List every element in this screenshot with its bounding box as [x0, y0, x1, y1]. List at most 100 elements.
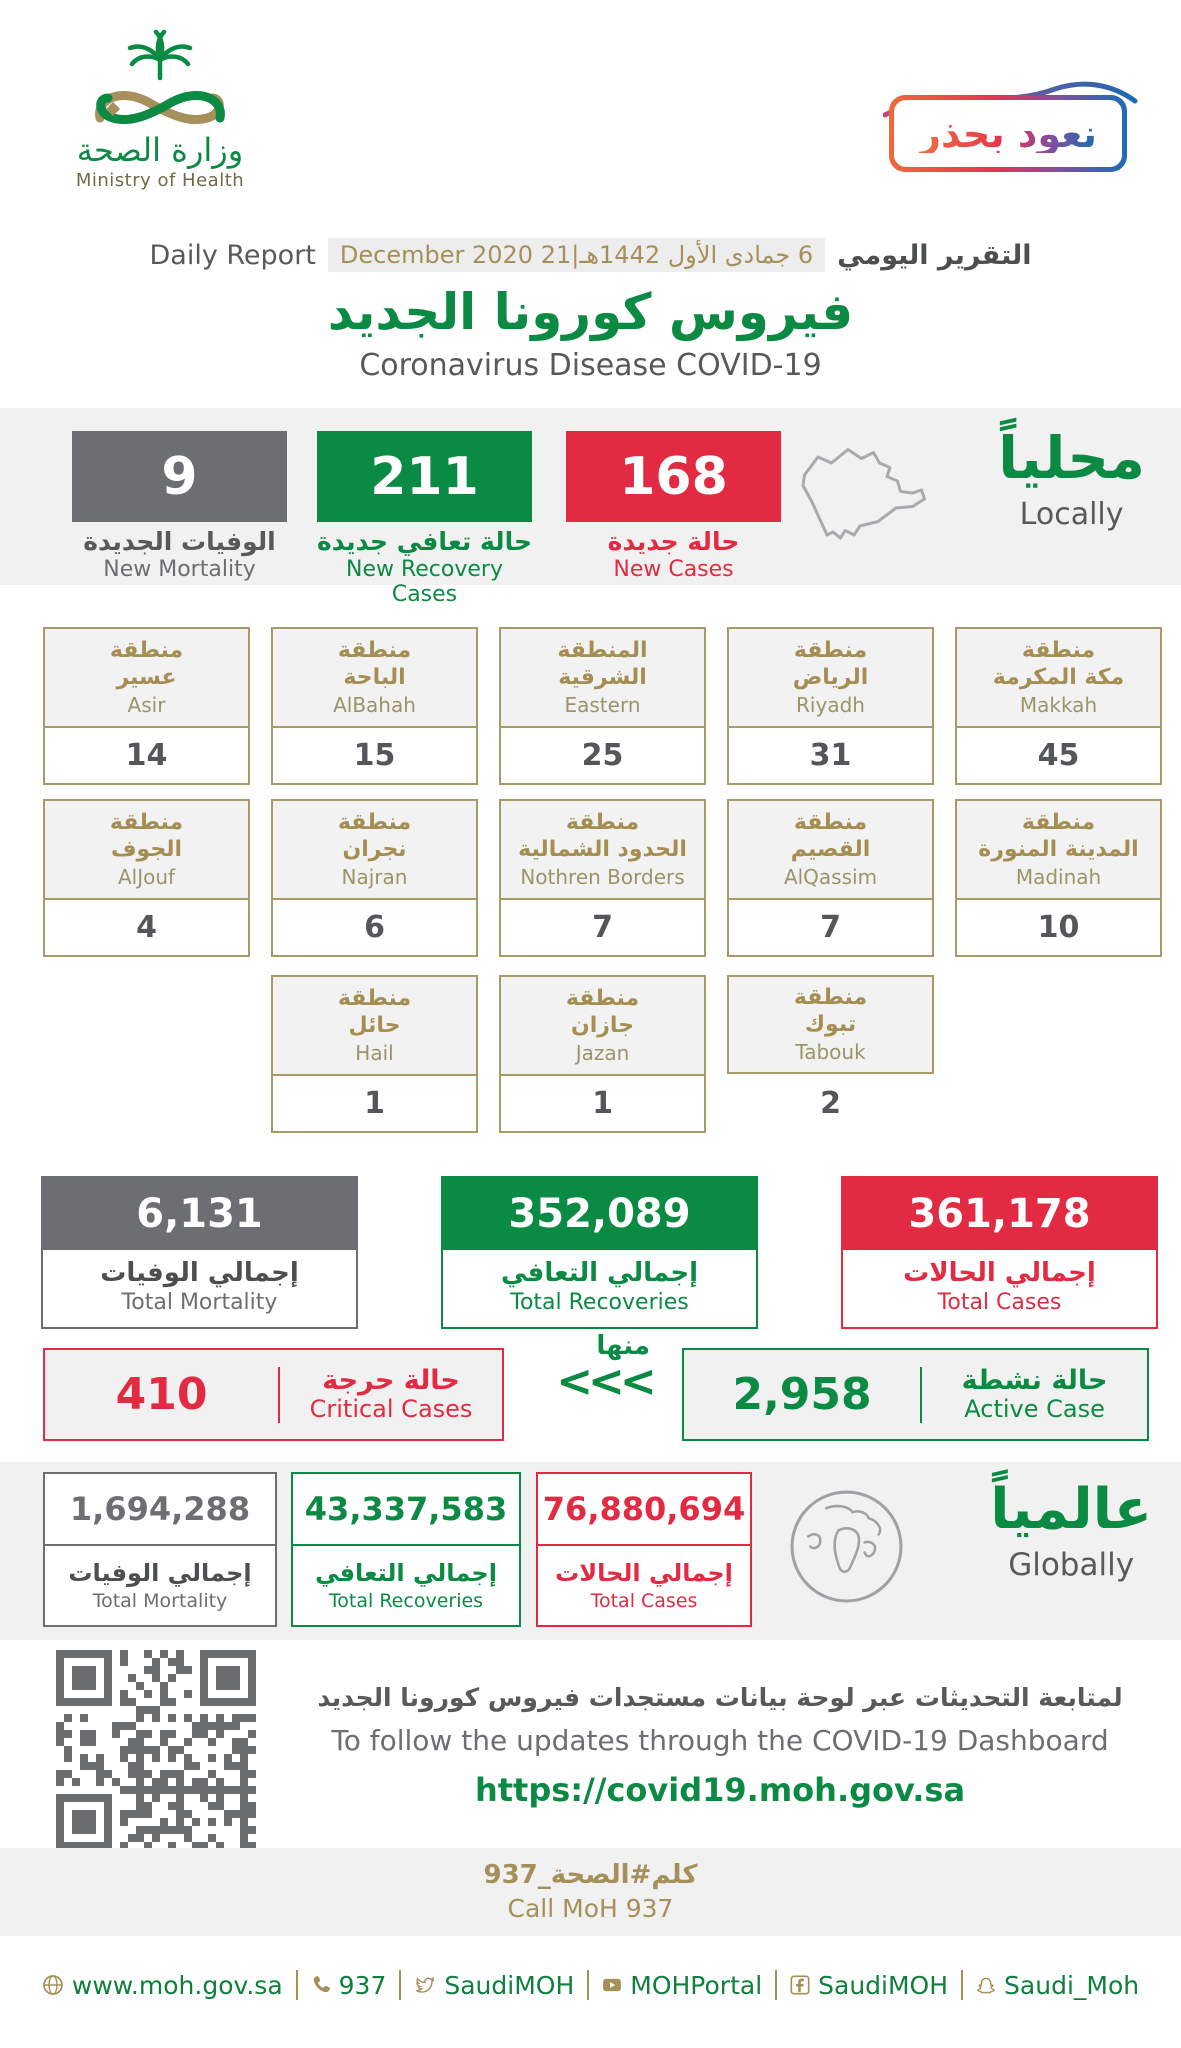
footer-youtube-link[interactable]: MOHPortal: [602, 1971, 762, 2000]
regions-grid: منطقة عسير Asir 14 منطقة الباحة AlBahah …: [43, 627, 1163, 1139]
region-card-asir: منطقة عسير Asir 14: [43, 627, 250, 785]
region-name-en: AlBahah: [333, 692, 416, 717]
active-cases-label-ar: حالة نشطة: [961, 1364, 1108, 1396]
of-which-indicator: منها <<<: [548, 1331, 660, 1403]
region-card-header: منطقة الحدود الشمالية Nothren Borders: [501, 801, 704, 900]
footer-twitter-label: SaudiMOH: [444, 1970, 575, 2000]
region-name-en: Makkah: [1019, 692, 1098, 717]
region-card-aljouf: منطقة الجوف AlJouf 4: [43, 799, 250, 957]
region-name-ar: منطقة تبوك: [793, 985, 868, 1037]
global-mortality-label-en: Total Mortality: [92, 1590, 228, 1612]
region-card-header: المنطقة الشرقية Eastern: [501, 629, 704, 728]
critical-cases-value: 410: [115, 1369, 208, 1420]
active-cases-label-en: Active Case: [964, 1395, 1105, 1424]
twitter-icon: [416, 1976, 435, 1993]
globally-section: 1,694,288 إجمالي الوفيات Total Mortality…: [0, 1462, 1181, 1640]
globally-titles: عالمياً Globally: [990, 1474, 1152, 1583]
new-cases-value: 168: [566, 431, 781, 522]
footer-snapchat-label: Saudi_Moh: [1004, 1970, 1140, 2000]
region-card-makkah: منطقة مكة المكرمة Makkah 45: [955, 627, 1162, 785]
footer-facebook-link[interactable]: SaudiMOH: [790, 1971, 948, 2000]
qr-code: [56, 1650, 256, 1850]
region-name-ar: منطقة حائل: [337, 986, 412, 1038]
region-value: 2: [820, 1086, 841, 1121]
report-title-line: التقرير اليومي 6 جمادى الأول 1442هـ|21 D…: [0, 238, 1181, 272]
new-recovery-label-en: New Recovery Cases: [346, 557, 503, 608]
global-recoveries-value: 43,337,583: [304, 1490, 508, 1528]
total-mortality-box: 6,131 إجمالي الوفيات Total Mortality: [41, 1176, 358, 1329]
region-name-en: Asir: [127, 692, 166, 717]
total-cases-label-en: Total Cases: [937, 1290, 1062, 1315]
total-mortality-label-ar: إجمالي الوفيات: [100, 1258, 299, 1288]
return-with-caution-badge: نعود بحذر: [883, 81, 1138, 172]
footer-website-link[interactable]: www.moh.gov.sa: [42, 1971, 283, 2000]
region-name-en: Eastern: [564, 692, 641, 717]
facebook-icon: [790, 1975, 810, 1995]
global-mortality-labels: إجمالي الوفيات Total Mortality: [45, 1546, 275, 1625]
total-cases-labels: إجمالي الحالات Total Cases: [843, 1250, 1156, 1327]
region-card-header: منطقة نجران Najran: [273, 801, 476, 900]
total-mortality-label-en: Total Mortality: [121, 1290, 278, 1315]
region-card-albahah: منطقة الباحة AlBahah 15: [271, 627, 478, 785]
region-card-header: منطقة الجوف AlJouf: [45, 801, 248, 900]
critical-cases-box: 410 حالة حرجة Critical Cases: [43, 1348, 504, 1441]
region-card-riyadh: منطقة الرياض Riyadh 31: [727, 627, 934, 785]
footer-phone-link[interactable]: 937: [311, 1971, 386, 2000]
footer-website-label: www.moh.gov.sa: [71, 1970, 283, 2000]
new-cases-label-ar: حالة جديدة: [607, 527, 740, 556]
region-card-header: منطقة الباحة AlBahah: [273, 629, 476, 728]
region-name-en: Hail: [355, 1040, 394, 1065]
globe-icon: [43, 1975, 63, 1995]
critical-cases-label-ar: حالة حرجة: [322, 1364, 460, 1396]
badge-label: نعود بحذر: [919, 111, 1097, 156]
global-cases-label-ar: إجمالي الحالات: [555, 1559, 733, 1587]
footer-separator: [775, 1970, 778, 2000]
new-recovery-stat: 211 حالة تعافي جديدة New Recovery Cases: [317, 431, 532, 607]
region-name-en: Tabouk: [795, 1039, 866, 1064]
divider: [293, 1544, 519, 1546]
locally-titles: محلياً Locally: [998, 422, 1145, 532]
region-value: 14: [45, 728, 248, 783]
call-moh-english: Call MoH 937: [507, 1894, 674, 1923]
new-recovery-value: 211: [317, 431, 532, 522]
locally-title-arabic: محلياً: [998, 424, 1145, 492]
region-card-header: منطقة مكة المكرمة Makkah: [957, 629, 1160, 728]
region-card-header: منطقة جازان Jazan: [501, 977, 704, 1076]
region-value: 1: [273, 1076, 476, 1131]
region-card-madinah: منطقة المدينة المنورة Madinah 10: [955, 799, 1162, 957]
region-value: 1: [501, 1076, 704, 1131]
new-mortality-label-en: New Mortality: [103, 557, 256, 583]
new-mortality-stat: 9 الوفيات الجديدة New Mortality: [72, 431, 287, 582]
dashboard-text-arabic: لمتابعة التحديثات عبر لوحة بيانات مستجدا…: [317, 1683, 1123, 1712]
footer-snapchat-link[interactable]: Saudi_Moh: [976, 1971, 1139, 2000]
region-card-hail: منطقة حائل Hail 1: [271, 975, 478, 1133]
total-cases-value: 361,178: [843, 1178, 1156, 1250]
region-name-ar: المنطقة الشرقية: [557, 638, 648, 690]
badge-inner: نعود بحذر: [894, 100, 1122, 167]
footer-twitter-link[interactable]: SaudiMOH: [414, 1971, 574, 2000]
social-links-row: www.moh.gov.sa 937 SaudiMOH: [0, 1936, 1181, 2000]
region-card-najran: منطقة نجران Najran 6: [271, 799, 478, 957]
report-date: 6 جمادى الأول 1442هـ|21 December 2020: [327, 238, 826, 272]
region-value: 25: [501, 728, 704, 783]
footer-separator: [961, 1970, 964, 2000]
total-cases-box: 361,178 إجمالي الحالات Total Cases: [841, 1176, 1158, 1329]
dashboard-url-link[interactable]: https://covid19.moh.gov.sa: [474, 1771, 966, 1809]
new-cases-stat: 168 حالة جديدة New Cases: [566, 431, 781, 582]
region-name-ar: منطقة الجوف: [109, 810, 184, 862]
footer-youtube-label: MOHPortal: [630, 1970, 763, 2000]
region-name-en: Madinah: [1015, 864, 1102, 889]
call-moh-arabic: كلم#الصحة_937: [483, 1860, 698, 1890]
report-title-arabic: التقرير اليومي: [837, 239, 1032, 271]
page-title-arabic: فيروس كورونا الجديد: [327, 283, 854, 341]
critical-active-row: 410 حالة حرجة Critical Cases منها <<< 2,…: [0, 1331, 1181, 1441]
region-value: 7: [729, 900, 932, 955]
footer: www.moh.gov.sa 937 SaudiMOH: [0, 1936, 1181, 2048]
total-recoveries-label-en: Total Recoveries: [510, 1290, 689, 1315]
dashboard-texts: لمتابعة التحديثات عبر لوحة بيانات مستجدا…: [290, 1647, 1150, 1809]
active-cases-box: 2,958 حالة نشطة Active Case: [682, 1348, 1149, 1441]
local-totals-row: 6,131 إجمالي الوفيات Total Mortality 352…: [41, 1176, 1158, 1329]
region-name-en: Nothren Borders: [520, 864, 685, 889]
locally-section: 9 الوفيات الجديدة New Mortality 211 حالة…: [0, 408, 1181, 607]
